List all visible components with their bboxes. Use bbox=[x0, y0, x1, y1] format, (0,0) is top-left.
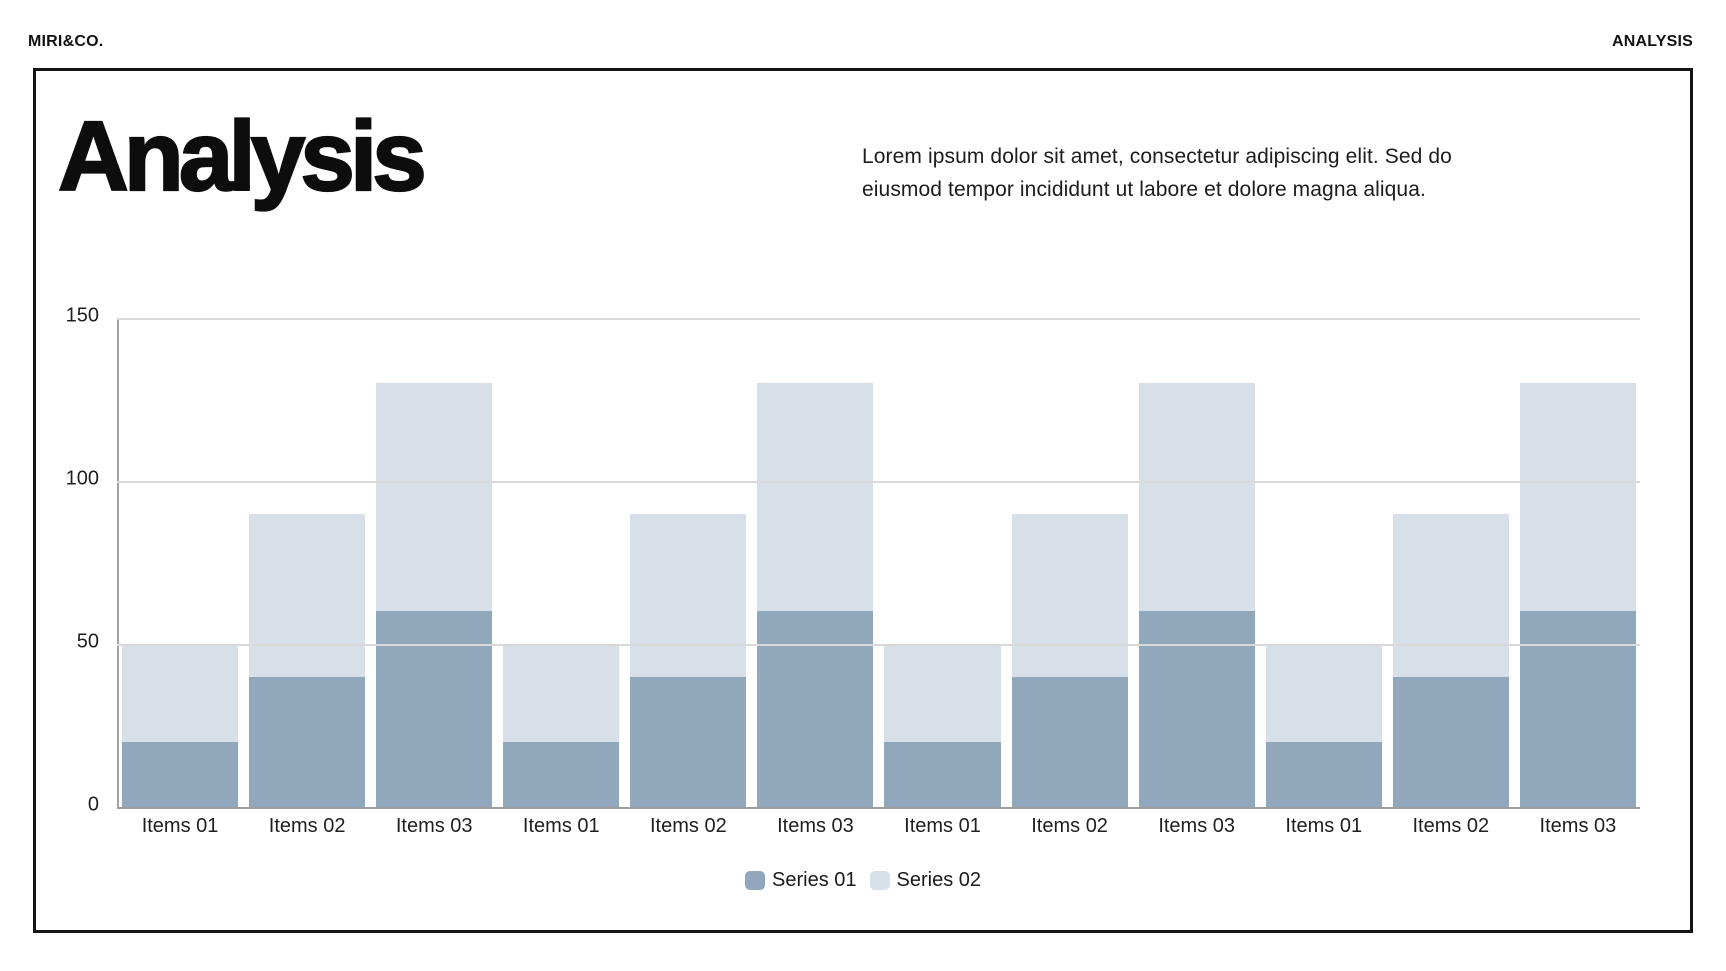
x-axis-label-4: Items 01 bbox=[522, 815, 600, 837]
bar-6 bbox=[757, 318, 874, 807]
gridline-150 bbox=[117, 318, 1640, 320]
description-line-2: eiusmod tempor incididunt ut labore et d… bbox=[862, 177, 1426, 201]
page-label: ANALYSIS bbox=[1611, 33, 1693, 50]
chart-legend: Series 01 Series 02 bbox=[36, 869, 1690, 892]
x-axis-label-8: Items 02 bbox=[1031, 815, 1108, 837]
bar-segment-series-02 bbox=[1011, 513, 1128, 677]
x-axis-label-9: Items 03 bbox=[1158, 815, 1236, 837]
bar-segment-series-01 bbox=[122, 741, 239, 807]
legend-label-series-02: Series 02 bbox=[896, 869, 982, 891]
x-axis-label-10: Items 01 bbox=[1285, 815, 1363, 837]
bar-2 bbox=[249, 318, 366, 807]
bar-segment-series-02 bbox=[503, 644, 620, 742]
y-tick-label-100: 100 bbox=[65, 467, 99, 490]
bar-11 bbox=[1392, 318, 1509, 807]
bar-10 bbox=[1265, 318, 1382, 807]
bar-segment-series-01 bbox=[503, 741, 620, 807]
description-text: Lorem ipsum dolor sit amet, consectetur … bbox=[862, 141, 1452, 206]
bar-segment-series-01 bbox=[630, 676, 747, 807]
x-axis-label-1: Items 01 bbox=[141, 815, 219, 837]
brand-label: MIRI&CO. bbox=[28, 33, 104, 50]
bar-segment-series-01 bbox=[1519, 611, 1636, 807]
bar-segment-series-02 bbox=[884, 644, 1001, 742]
gridline-50 bbox=[117, 644, 1640, 646]
bar-segment-series-01 bbox=[249, 676, 366, 807]
bar-segment-series-01 bbox=[1138, 611, 1255, 807]
bar-segment-series-02 bbox=[1138, 383, 1255, 612]
x-axis-labels: Items 01 Items 02 Items 03 Items 01 Items 02… bbox=[117, 815, 1640, 838]
bar-segment-series-02 bbox=[757, 383, 874, 612]
bar-segment-series-02 bbox=[630, 513, 747, 677]
bar-segment-series-01 bbox=[1011, 676, 1128, 807]
bar-12 bbox=[1519, 318, 1636, 807]
legend-item-series-02: Series 02 bbox=[869, 869, 982, 892]
legend-swatch-series-02 bbox=[869, 871, 890, 890]
legend-swatch-series-01 bbox=[745, 871, 765, 890]
bar-segment-series-01 bbox=[884, 741, 1001, 807]
bar-segment-series-02 bbox=[1392, 513, 1509, 677]
x-axis-label-6: Items 03 bbox=[777, 815, 854, 837]
x-axis-label-2: Items 02 bbox=[268, 815, 346, 837]
x-axis-label-5: Items 02 bbox=[650, 815, 727, 837]
y-axis-labels: 150 100 50 0 bbox=[36, 305, 108, 816]
x-axis-label-11: Items 02 bbox=[1412, 815, 1490, 837]
bar-8 bbox=[1011, 318, 1128, 807]
bar-segment-series-02 bbox=[249, 513, 366, 677]
stacked-bar-chart bbox=[117, 318, 1640, 809]
legend-label-series-01: Series 01 bbox=[772, 869, 857, 891]
description-line-1: Lorem ipsum dolor sit amet, consectetur … bbox=[862, 145, 1452, 168]
analysis-board: Analysis Lorem ipsum dolor sit amet, con… bbox=[33, 68, 1693, 933]
y-tick-label-150: 150 bbox=[65, 304, 99, 327]
bar-segment-series-01 bbox=[757, 611, 874, 807]
bar-9 bbox=[1138, 318, 1255, 807]
bar-segment-series-01 bbox=[376, 611, 493, 807]
bar-segment-series-02 bbox=[1265, 644, 1382, 742]
bars-container bbox=[117, 318, 1640, 807]
bar-3 bbox=[376, 318, 493, 807]
x-axis-line bbox=[117, 807, 1640, 809]
x-axis-label-7: Items 01 bbox=[904, 815, 981, 837]
page-title: Analysis bbox=[57, 101, 428, 211]
bar-segment-series-01 bbox=[1392, 676, 1509, 807]
bar-4 bbox=[503, 318, 620, 807]
y-tick-label-0: 0 bbox=[87, 793, 99, 816]
bar-segment-series-02 bbox=[376, 383, 493, 612]
bar-segment-series-01 bbox=[1265, 741, 1382, 807]
legend-item-series-01: Series 01 bbox=[745, 869, 857, 892]
y-tick-label-50: 50 bbox=[76, 630, 99, 653]
x-axis-label-12: Items 03 bbox=[1539, 815, 1617, 837]
bar-segment-series-02 bbox=[1519, 383, 1636, 612]
bar-1 bbox=[122, 318, 239, 807]
bar-5 bbox=[630, 318, 747, 807]
gridline-100 bbox=[117, 481, 1640, 483]
bar-7 bbox=[884, 318, 1001, 807]
x-axis-label-3: Items 03 bbox=[395, 815, 473, 837]
y-axis-line bbox=[117, 318, 119, 807]
bar-segment-series-02 bbox=[122, 644, 239, 742]
